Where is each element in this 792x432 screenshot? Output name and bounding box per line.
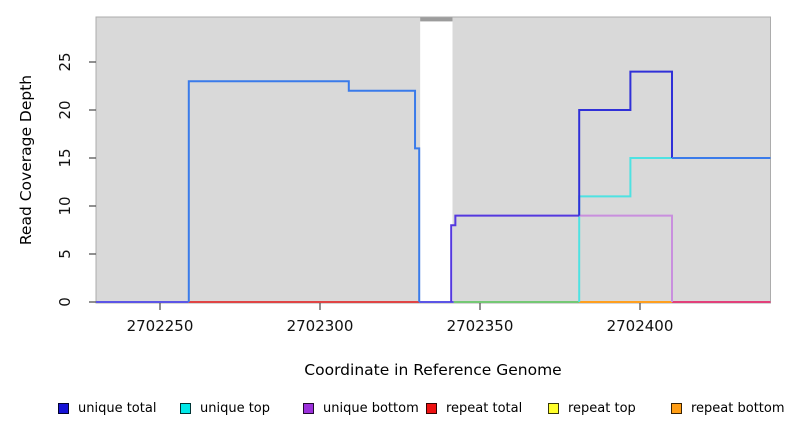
legend-label: repeat top [568,400,636,416]
y-tick-label: 25 [56,52,74,71]
x-tick-label: 2702400 [607,317,674,335]
legend-swatch-icon [671,402,682,414]
legend-label: unique top [200,400,271,416]
y-tick-label: 0 [56,297,74,307]
legend-item-repeat-bottom: repeat bottom [671,399,785,417]
legend-swatch-icon [426,402,437,414]
x-axis-title: Coordinate in Reference Genome [304,361,561,379]
legend-swatch-icon [548,402,559,414]
x-tick-label: 2702250 [127,317,194,335]
x-tick-label: 2702300 [287,317,354,335]
legend-label: repeat bottom [691,400,785,416]
legend-swatch-icon [180,402,191,414]
legend-label: unique bottom [323,400,419,416]
legend-item-unique-bottom: unique bottom [303,399,419,417]
legend-swatch-icon [58,402,69,414]
y-tick-label: 20 [56,100,74,119]
y-tick-label: 5 [56,249,74,259]
legend-label: unique total [78,400,157,416]
mask-band [420,17,453,303]
unique-bottom-visible-line [579,214,673,302]
x-tick-label: 2702350 [447,317,514,335]
unique-top-visible-line [578,157,672,302]
plot-background-layer [95,16,771,304]
y-tick-label: 10 [56,196,74,215]
unique-gap-rise-line [450,214,580,302]
y-tick-label: 15 [56,148,74,167]
legend-item-repeat-total: repeat total [426,399,522,417]
legend-swatch-icon [303,402,314,414]
legend-label: repeat total [446,400,523,416]
unique-total-right-line [578,70,673,216]
mask-band-top-strip [420,17,453,22]
legend: unique total unique top unique bottom repea… [0,399,792,423]
legend-item-unique-top: unique top [180,399,270,417]
legend-item-repeat-top: repeat top [548,399,636,417]
coverage-lines-layer [187,70,771,302]
legend-item-unique-total: unique total [58,399,156,417]
unique-left-hump-line [187,80,421,302]
axes-layer: 2702250 2702300 2702350 2702400 0 5 10 15 20 25 [56,52,673,335]
y-axis-title: Read Coverage Depth [17,75,35,245]
